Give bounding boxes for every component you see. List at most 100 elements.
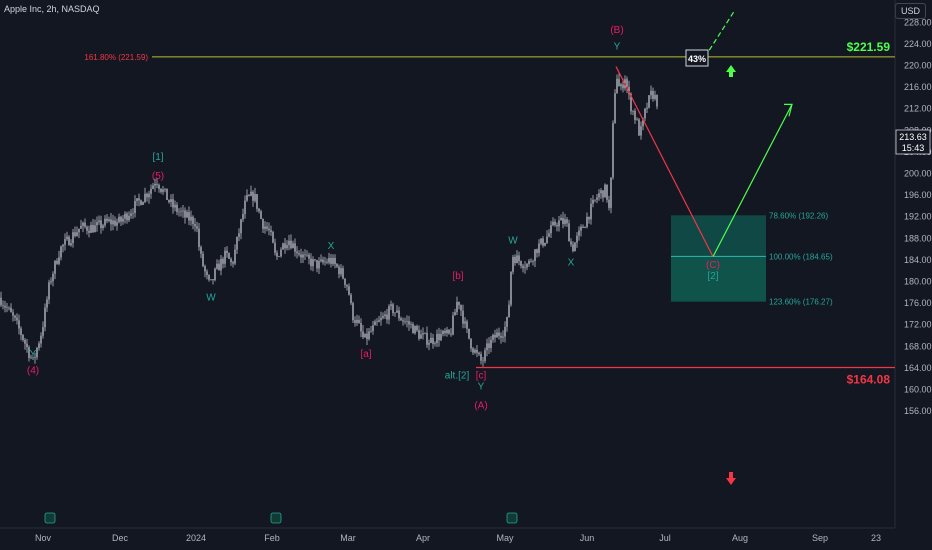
candle-body [312,259,314,267]
y-tick-label: 168.00 [904,341,932,351]
candle-body [162,189,164,192]
candle-body [554,221,556,226]
y-tick-label: 224.00 [904,39,932,49]
candle-body [170,199,172,203]
candle-body [26,343,28,348]
candle-body [394,312,396,314]
wave-label: Y [30,349,37,360]
candle-body [304,254,306,256]
candle-body [582,226,584,228]
candle-body [84,222,86,227]
candle-body [98,220,100,223]
candle-body [32,357,34,359]
candle-body [422,333,424,335]
candle-body [274,242,276,253]
candle-body [92,224,94,233]
candle-body [454,312,456,316]
candle-body [492,334,494,340]
candle-body [570,241,572,245]
x-tick-label: Dec [112,533,129,543]
candle-body [448,329,450,334]
candle-body [202,253,204,267]
candle-body [364,333,366,338]
candle-body [128,215,130,221]
candle-body [486,343,488,351]
candle-body [36,347,38,358]
candle-body [420,334,422,339]
candle-body [568,223,570,242]
x-tick-label: Nov [35,533,52,543]
candle-body [548,233,550,237]
candle-body [354,320,356,323]
last-price-countdown: 15:43 [902,143,925,153]
y-tick-label: 188.00 [904,233,932,243]
candle-body [400,318,402,321]
candle-body [218,263,220,271]
candle-body [200,247,202,254]
candle-body [510,271,512,305]
candle-body [6,307,8,309]
candle-body [62,244,64,247]
wave-label: Y [478,382,485,393]
candle-body [258,208,260,212]
candle-body [636,119,638,121]
candle-body [40,335,42,344]
candle-body [96,222,98,226]
candle-body [348,286,350,295]
y-tick-label: 228.00 [904,17,932,27]
candle-body [434,343,436,344]
candle-body [242,213,244,220]
wave-label: [b] [452,271,463,282]
candle-body [154,183,156,186]
candle-body [556,225,558,227]
candle-body [648,95,650,108]
candle-body [386,314,388,320]
candle-body [472,348,474,353]
candle-body [196,226,198,229]
probability-box [685,49,709,67]
candle-body [182,210,184,212]
candle-body [188,212,190,221]
candle-body [292,243,294,249]
candle-body [0,297,2,306]
candle-body [116,222,118,226]
candle-body [406,321,408,322]
candle-body [640,126,642,136]
candle-body [222,258,224,264]
candle-body [172,199,174,208]
candle-body [514,256,516,263]
candle-body [190,216,192,221]
candle-body [240,219,242,234]
candle-body [462,310,464,324]
x-tick-label: Sep [812,533,828,543]
candle-body [362,331,364,338]
candle-body [246,194,248,201]
candle-body [284,243,286,249]
fib-zone-lower [671,256,766,302]
candle-body [158,184,160,189]
candle-body [552,221,554,226]
candle-body [268,228,270,231]
candle-body [106,218,108,222]
candle-body [318,261,320,269]
candle-body [234,249,236,264]
y-tick-label: 200.00 [904,169,932,179]
candle-body [332,257,334,264]
candle-body [608,199,610,208]
candle-body [550,225,552,234]
projection-down-line [615,66,714,257]
candle-body [212,279,214,281]
candle-body [250,191,252,196]
candle-body [446,329,448,334]
wave-label: (5) [152,171,164,182]
candle-body [262,218,264,229]
candle-body [80,225,82,229]
candle-body [610,177,612,208]
x-tick-label: Aug [732,533,748,543]
candle-body [216,263,218,269]
candle-body [152,185,154,189]
candle-body [456,301,458,313]
candle-body [392,304,394,314]
candle-body [602,190,604,198]
